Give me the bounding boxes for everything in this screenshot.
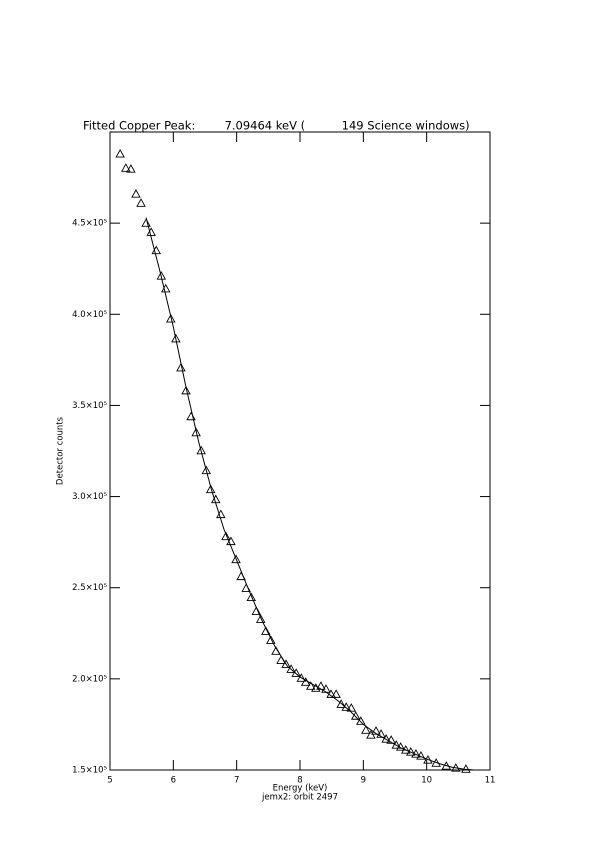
data-point (201, 465, 212, 475)
x-tick-label: 9 (361, 776, 366, 786)
data-point (166, 313, 176, 323)
data-point (336, 699, 346, 708)
x-tick-label: 11 (485, 776, 496, 786)
data-point (376, 729, 386, 738)
y-axis-label: Detector counts (56, 416, 66, 485)
data-point (171, 333, 181, 343)
data-point (131, 189, 141, 198)
data-point (423, 755, 433, 764)
y-tick-label: 3.5×10⁵ (72, 401, 107, 411)
x-tick-label: 6 (171, 776, 176, 786)
data-point (371, 726, 381, 735)
data-point (286, 664, 296, 673)
data-point (346, 703, 357, 712)
y-tick-label: 1.5×10⁵ (72, 766, 107, 776)
data-point (156, 271, 167, 280)
data-point (191, 427, 201, 437)
data-point (266, 635, 276, 644)
data-point (296, 673, 307, 682)
y-tick-label: 4.5×10⁵ (72, 219, 107, 229)
y-tick-label: 2.5×10⁵ (72, 583, 107, 593)
data-point (386, 735, 396, 744)
y-tick-label: 2.0×10⁵ (72, 674, 107, 684)
data-point (291, 668, 301, 677)
x-tick-label: 5 (107, 776, 112, 786)
data-point (281, 659, 291, 668)
data-point (261, 626, 271, 635)
data-point (246, 592, 256, 602)
fit-line (145, 217, 475, 771)
data-point (121, 163, 131, 172)
data-point (361, 725, 371, 734)
chart-title: Fitted Copper Peak: 7.09464 keV ( 149 Sc… (83, 119, 470, 133)
data-point (331, 689, 341, 698)
data-point (136, 198, 146, 207)
data-point (126, 164, 136, 173)
y-tick-label: 4.0×10⁵ (72, 310, 107, 320)
data-point (356, 716, 366, 725)
data-point (115, 148, 125, 158)
data-point (176, 362, 186, 372)
data-point (141, 218, 151, 227)
data-point (205, 484, 216, 494)
data-point (221, 531, 231, 541)
data-point (181, 385, 191, 395)
subtitle: jemx2: orbit 2497 (261, 793, 338, 803)
data-point (350, 711, 361, 720)
data-point (306, 681, 316, 690)
x-tick-label: 8 (297, 776, 302, 786)
x-tick-label: 10 (421, 776, 432, 786)
y-tick-label: 3.0×10⁵ (72, 492, 107, 502)
x-axis-label: Energy (keV) (273, 784, 328, 794)
data-point (196, 445, 206, 455)
data-point (231, 554, 241, 564)
x-tick-label: 7 (234, 776, 239, 786)
data-point (255, 614, 266, 623)
data-point (441, 761, 452, 770)
